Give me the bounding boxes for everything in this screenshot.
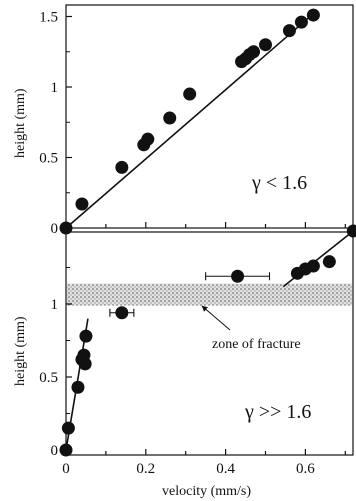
data-point [247,45,261,59]
top-plot-frame [65,4,354,229]
data-point [282,24,296,38]
data-point [115,306,129,320]
bottom-y-axis-label: height (mm) [13,316,28,386]
y-tick-label: 0.5 [39,370,58,386]
y-tick-label: 1.5 [39,10,58,26]
x-axis-label: velocity (mm/s) [162,484,251,499]
data-point [115,160,129,174]
top-data-points [59,8,320,235]
bottom-data-points [59,224,356,457]
data-point [59,443,73,457]
y-tick-label: 0 [51,221,59,237]
x-tick-label: 0.6 [296,461,315,477]
y-tick-label: 0 [51,443,59,459]
y-tick-label: 1 [51,80,59,96]
data-point [259,38,272,52]
x-tick-label: 0 [62,461,70,477]
top-fit-line [65,13,314,229]
data-point [61,421,75,435]
top-y-ticks: 0 0.5 1 1.5 [39,10,72,237]
data-point [306,8,320,22]
bottom-plot-frame [65,231,354,456]
y-tick-label: 0.5 [39,151,58,167]
x-tick-label: 0.2 [136,461,155,477]
data-point [294,15,308,29]
bottom-x-ticks: 0 0.2 0.4 0.6 [62,449,346,477]
data-point [322,255,336,269]
top-y-axis-label: height (mm) [13,88,28,158]
bottom-panel: 00.51 0 0.2 0.4 0.6 zone of fracture γ >> 1… [13,224,356,499]
data-point [71,380,85,394]
data-point [306,259,320,273]
data-point [231,269,245,283]
data-point [183,87,197,101]
data-point [78,357,92,371]
top-annotation: γ < 1.6 [251,172,307,194]
data-point [59,221,73,235]
top-x-ticks [65,222,346,228]
fracture-zone-label: zone of fracture [212,337,301,352]
data-point [163,111,177,125]
data-point [346,224,356,238]
data-point [79,329,93,343]
bottom-y-ticks: 00.51 [39,267,72,459]
y-tick-label: 1 [51,297,59,313]
top-panel: 0 0.5 1 1.5 γ < 1.6 height (mm) [13,4,354,237]
x-tick-label: 0.4 [216,461,235,477]
data-point [75,197,89,211]
fracture-arrow [201,305,231,331]
bottom-annotation: γ >> 1.6 [244,401,311,423]
fracture-zone-band [67,283,352,306]
data-point [141,132,155,146]
